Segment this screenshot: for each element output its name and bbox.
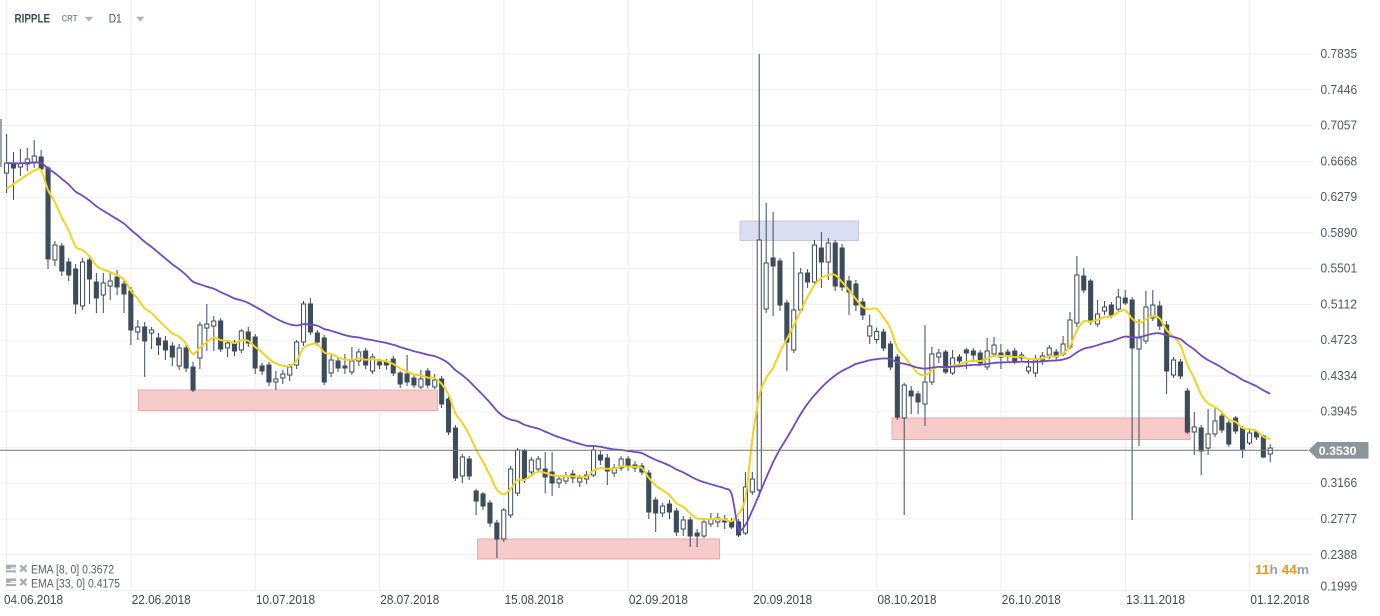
svg-text:02.09.2018: 02.09.2018	[629, 593, 688, 607]
svg-text:0.3166: 0.3166	[1321, 476, 1358, 490]
svg-text:D1: D1	[109, 12, 122, 26]
svg-text:0.6279: 0.6279	[1321, 190, 1358, 204]
svg-text:RIPPLE: RIPPLE	[15, 12, 51, 26]
svg-text:0.2777: 0.2777	[1321, 512, 1358, 526]
svg-text:0.5501: 0.5501	[1321, 262, 1358, 276]
svg-text:0.7835: 0.7835	[1321, 47, 1358, 61]
svg-text:11h 44m: 11h 44m	[1255, 562, 1309, 577]
svg-text:0.7057: 0.7057	[1321, 119, 1358, 133]
svg-text:15.08.2018: 15.08.2018	[505, 593, 564, 607]
svg-text:0.2388: 0.2388	[1321, 548, 1358, 562]
svg-text:0.3530: 0.3530	[1319, 444, 1357, 458]
svg-text:28.07.2018: 28.07.2018	[380, 593, 439, 607]
svg-text:EMA [33, 0] 0.4175: EMA [33, 0] 0.4175	[31, 579, 120, 591]
svg-text:0.4723: 0.4723	[1321, 333, 1358, 347]
svg-text:26.10.2018: 26.10.2018	[1002, 593, 1061, 607]
svg-text:20.09.2018: 20.09.2018	[753, 593, 812, 607]
svg-text:CRT: CRT	[62, 14, 78, 24]
svg-text:13.11.2018: 13.11.2018	[1126, 593, 1185, 607]
svg-text:22.06.2018: 22.06.2018	[132, 593, 191, 607]
svg-text:01.12.2018: 01.12.2018	[1250, 593, 1309, 607]
svg-text:EMA [8, 0] 0.3672: EMA [8, 0] 0.3672	[31, 565, 114, 577]
svg-text:0.5112: 0.5112	[1321, 297, 1358, 311]
svg-text:0.5890: 0.5890	[1321, 226, 1358, 240]
svg-text:0.1999: 0.1999	[1321, 580, 1358, 594]
svg-text:04.06.2018: 04.06.2018	[4, 593, 63, 607]
svg-text:08.10.2018: 08.10.2018	[878, 593, 937, 607]
svg-text:0.3945: 0.3945	[1321, 405, 1358, 419]
svg-text:0.6668: 0.6668	[1321, 154, 1358, 168]
svg-text:0.4334: 0.4334	[1321, 369, 1358, 383]
svg-text:10.07.2018: 10.07.2018	[256, 593, 315, 607]
svg-text:0.7446: 0.7446	[1321, 83, 1358, 97]
